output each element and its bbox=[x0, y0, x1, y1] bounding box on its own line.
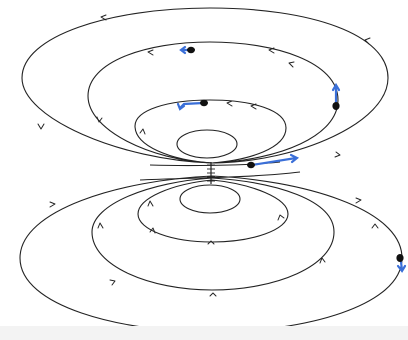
arrow-chevron bbox=[49, 201, 56, 208]
lower-innermost-loop bbox=[179, 184, 241, 214]
upper-outer-loop bbox=[21, 7, 389, 164]
arrow-chevron bbox=[149, 227, 156, 234]
arrow-chevron bbox=[139, 128, 146, 135]
arrow-chevron bbox=[364, 37, 371, 45]
bottom-strip bbox=[0, 326, 408, 340]
arrow-chevron bbox=[207, 240, 215, 245]
arrow-chevron bbox=[334, 151, 341, 158]
particle-4 bbox=[247, 153, 300, 169]
arrow-chevron bbox=[226, 100, 233, 107]
arrow-chevron bbox=[100, 14, 107, 21]
upper-middle-loop bbox=[87, 41, 339, 164]
particles bbox=[176, 45, 407, 273]
arrow-chevron bbox=[355, 197, 362, 204]
particle-2 bbox=[176, 99, 208, 111]
arrow-chevron bbox=[96, 116, 103, 123]
upper-innermost-loop bbox=[176, 129, 238, 159]
arrow-chevron bbox=[277, 214, 285, 221]
upper-inner-loop bbox=[134, 99, 287, 164]
arrow-chevron bbox=[37, 123, 45, 130]
particle-5 bbox=[396, 254, 407, 273]
lower-inner-loop bbox=[137, 179, 289, 243]
lower-lobe bbox=[19, 175, 403, 333]
arrow-chevron bbox=[147, 49, 154, 56]
direction-arrows bbox=[37, 14, 379, 297]
upper-lobe bbox=[21, 7, 389, 164]
arrow-chevron bbox=[109, 279, 116, 286]
arrow-chevron bbox=[288, 61, 295, 68]
arrow-chevron bbox=[147, 200, 154, 207]
arrow-chevron bbox=[97, 222, 104, 229]
particle-3 bbox=[331, 82, 341, 110]
arrow-chevron bbox=[371, 223, 379, 229]
arrow-chevron bbox=[268, 47, 275, 54]
arrow-chevron bbox=[209, 292, 217, 297]
particle-1 bbox=[179, 45, 195, 55]
lower-middle-loop bbox=[91, 177, 335, 291]
arrow-chevron bbox=[250, 103, 257, 110]
lower-outer-loop bbox=[19, 175, 403, 333]
arrow-chevron bbox=[319, 257, 326, 264]
